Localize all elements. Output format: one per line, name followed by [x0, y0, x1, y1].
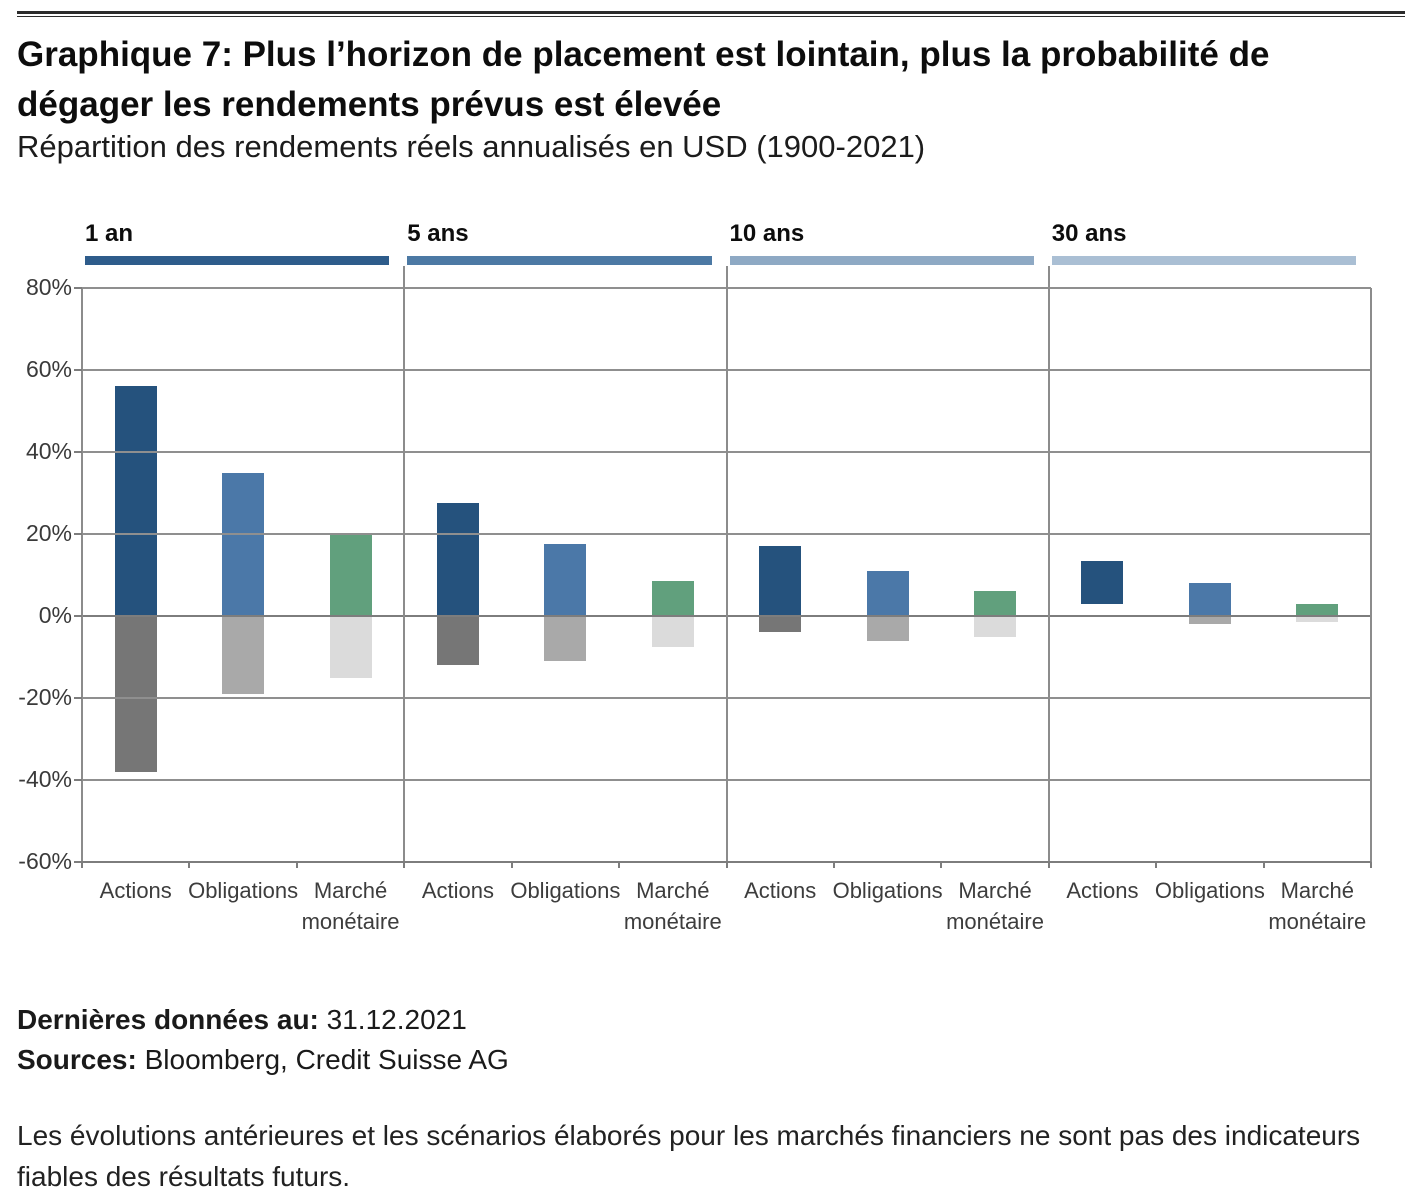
y-axis-label: 40%: [25, 438, 72, 464]
bar-positive-obligations: [1188, 583, 1231, 616]
y-axis-tick: [74, 615, 82, 617]
horizon-header-bar: [1051, 256, 1356, 265]
category-label: Actions: [99, 878, 172, 903]
category-label: Marché monétaire: [1268, 878, 1367, 934]
grouped-bar-chart: 80% 60% 40% 20% 0% -20% -40% -60% 1 an Actions Obl…: [18, 220, 1372, 934]
last-data-value: 31.12.2021: [326, 1004, 467, 1035]
bar-positive-marché-monétaire: [329, 534, 372, 616]
bar-negative-marché-monétaire: [1296, 616, 1339, 623]
category-label: Obligations: [1154, 878, 1265, 903]
horizon-label: 10 ans: [729, 220, 805, 247]
y-axis-label: -20%: [18, 684, 72, 710]
last-data-label: Dernières données au:: [17, 1004, 319, 1035]
horizon-label: 1 an: [85, 220, 134, 247]
y-axis-label: -40%: [18, 766, 72, 792]
sources-value: Bloomberg, Credit Suisse AG: [144, 1043, 509, 1075]
y-axis-label: 0%: [38, 602, 72, 628]
x-axis-tick: [188, 862, 191, 868]
x-axis-tick: [1155, 862, 1158, 868]
category-label: Obligations: [832, 878, 943, 903]
y-axis-tick: [74, 287, 82, 289]
bar-positive-actions: [436, 503, 479, 616]
chart-right-border: [1370, 288, 1372, 862]
category-label: Marché monétaire: [301, 878, 400, 934]
y-axis-label: -60%: [18, 848, 72, 874]
bar-positive-actions: [114, 386, 157, 616]
chart-subtitle: Répartition des rendements réels annuali…: [17, 129, 926, 164]
bar-negative-obligations: [222, 616, 265, 694]
category-label: Obligations: [188, 878, 299, 903]
top-rule: [17, 11, 1405, 17]
horizon-label: 30 ans: [1051, 220, 1127, 247]
bar-negative-obligations: [1188, 616, 1231, 625]
x-axis-tick: [81, 862, 83, 868]
panel-separator: [1047, 266, 1050, 862]
x-axis-tick: [403, 862, 406, 868]
horizon-header-bar: [729, 256, 1034, 265]
x-axis-tick: [832, 862, 835, 868]
category-label: Marché monétaire: [623, 878, 722, 934]
bar-negative-obligations: [544, 616, 587, 662]
bar-positive-marché-monétaire: [974, 591, 1017, 616]
bar-positive-obligations: [544, 544, 587, 616]
bar-positive-obligations: [222, 472, 265, 616]
y-axis-tick: [74, 369, 82, 371]
y-axis-tick: [74, 779, 82, 781]
y-axis-label: 60%: [25, 356, 72, 382]
y-axis-tick: [74, 451, 82, 453]
sources-line: Sources: Bloomberg, Credit Suisse AG: [17, 1040, 509, 1080]
y-axis-tick: [74, 861, 82, 863]
x-axis-tick: [1047, 862, 1050, 868]
bar-negative-actions: [436, 616, 479, 666]
bar-positive-actions: [759, 546, 802, 616]
bar-positive-marché-monétaire: [1296, 603, 1339, 616]
category-label: Actions: [421, 878, 495, 903]
y-axis-label: 80%: [25, 274, 72, 300]
bar-positive-actions: [1081, 560, 1124, 604]
chart-meta: Dernières données au: 31.12.2021 Sources…: [17, 1000, 509, 1080]
x-axis-tick: [510, 862, 513, 868]
bar-positive-obligations: [866, 570, 909, 616]
horizon-header-bar: [407, 256, 712, 265]
category-label: Actions: [1066, 878, 1139, 903]
horizon-label: 5 ans: [407, 220, 469, 247]
category-label: Obligations: [510, 878, 621, 903]
disclaimer-text: Les évolutions antérieures et les scénar…: [17, 1120, 1361, 1192]
y-axis-tick: [74, 533, 82, 535]
bar-negative-marché-monétaire: [974, 616, 1017, 637]
panel-separator: [403, 266, 406, 862]
x-axis-tick: [725, 862, 728, 868]
horizon-header-bar: [85, 256, 390, 265]
bar-positive-marché-monétaire: [651, 581, 694, 616]
panel-separator: [725, 266, 728, 862]
category-label: Actions: [744, 878, 817, 903]
category-label: Marché monétaire: [946, 878, 1044, 934]
x-axis-tick: [1370, 862, 1372, 868]
sources-label: Sources:: [17, 1043, 137, 1075]
page-title: Graphique 7: Plus l’horizon de placement…: [17, 35, 1270, 124]
y-axis-tick: [74, 697, 82, 699]
last-data-line: Dernières données au: 31.12.2021: [17, 1000, 509, 1040]
bar-negative-actions: [114, 616, 157, 772]
bar-negative-marché-monétaire: [329, 616, 372, 678]
y-axis-label: 20%: [25, 520, 72, 546]
bar-negative-marché-monétaire: [651, 616, 694, 647]
y-axis-line: [81, 288, 83, 862]
x-axis-tick: [295, 862, 298, 868]
x-axis-tick: [618, 862, 621, 868]
bar-negative-actions: [759, 616, 802, 633]
x-axis-tick: [940, 862, 943, 868]
bar-negative-obligations: [866, 616, 909, 641]
x-axis-tick: [1262, 862, 1265, 868]
